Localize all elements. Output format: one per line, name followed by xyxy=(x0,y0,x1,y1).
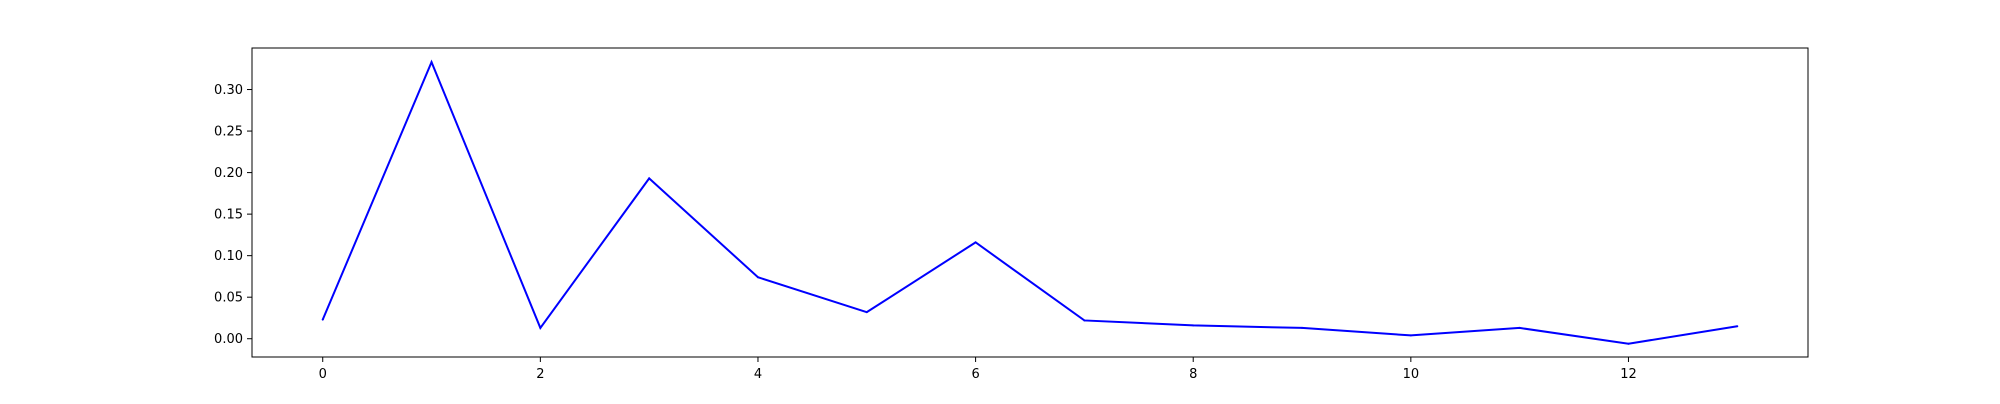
data-point xyxy=(430,61,433,64)
y-tick-label: 0.30 xyxy=(214,83,243,98)
data-point xyxy=(321,318,324,321)
data-point xyxy=(1409,334,1412,337)
data-point xyxy=(539,326,542,329)
data-point xyxy=(865,311,868,314)
y-tick-label: 0.05 xyxy=(214,291,243,306)
data-point xyxy=(1083,319,1086,322)
y-axis: 0.00 0.05 0.10 0.15 0.20 0.25 0.30 xyxy=(214,83,252,347)
x-tick-label: 0 xyxy=(319,367,327,382)
series-line xyxy=(321,59,1738,345)
data-point xyxy=(1192,324,1195,327)
data-point xyxy=(648,177,651,180)
x-tick-label: 12 xyxy=(1620,367,1637,382)
x-tick-label: 10 xyxy=(1403,367,1420,382)
x-tick-label: 6 xyxy=(971,367,979,382)
data-point xyxy=(974,241,977,244)
x-tick-label: 2 xyxy=(536,367,544,382)
plot-area xyxy=(321,59,1739,345)
x-tick-label: 8 xyxy=(1189,367,1197,382)
data-point xyxy=(1627,342,1630,345)
y-tick-label: 0.20 xyxy=(214,166,243,181)
y-tick-label: 0.00 xyxy=(214,332,243,347)
x-axis: 0 2 4 6 8 10 12 xyxy=(319,357,1637,382)
data-point xyxy=(1736,325,1739,328)
y-tick-label: 0.10 xyxy=(214,249,243,264)
data-point xyxy=(1518,326,1521,329)
y-tick-label: 0.15 xyxy=(214,208,243,223)
y-tick-label: 0.25 xyxy=(214,125,243,140)
data-point xyxy=(1301,326,1304,329)
plot-frame xyxy=(251,47,1809,358)
data-point xyxy=(756,276,759,279)
x-tick-label: 4 xyxy=(754,367,762,382)
